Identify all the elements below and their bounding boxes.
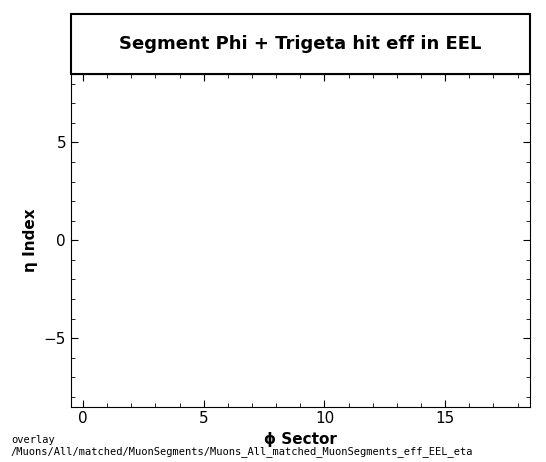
FancyBboxPatch shape [71, 14, 530, 74]
X-axis label: ϕ Sector: ϕ Sector [264, 432, 337, 447]
Text: Segment Phi + Trigeta hit eff in EEL: Segment Phi + Trigeta hit eff in EEL [119, 35, 482, 53]
Text: overlay
/Muons/All/matched/MuonSegments/Muons_All_matched_MuonSegments_eff_EEL_e: overlay /Muons/All/matched/MuonSegments/… [11, 435, 473, 457]
Y-axis label: η Index: η Index [23, 208, 38, 272]
